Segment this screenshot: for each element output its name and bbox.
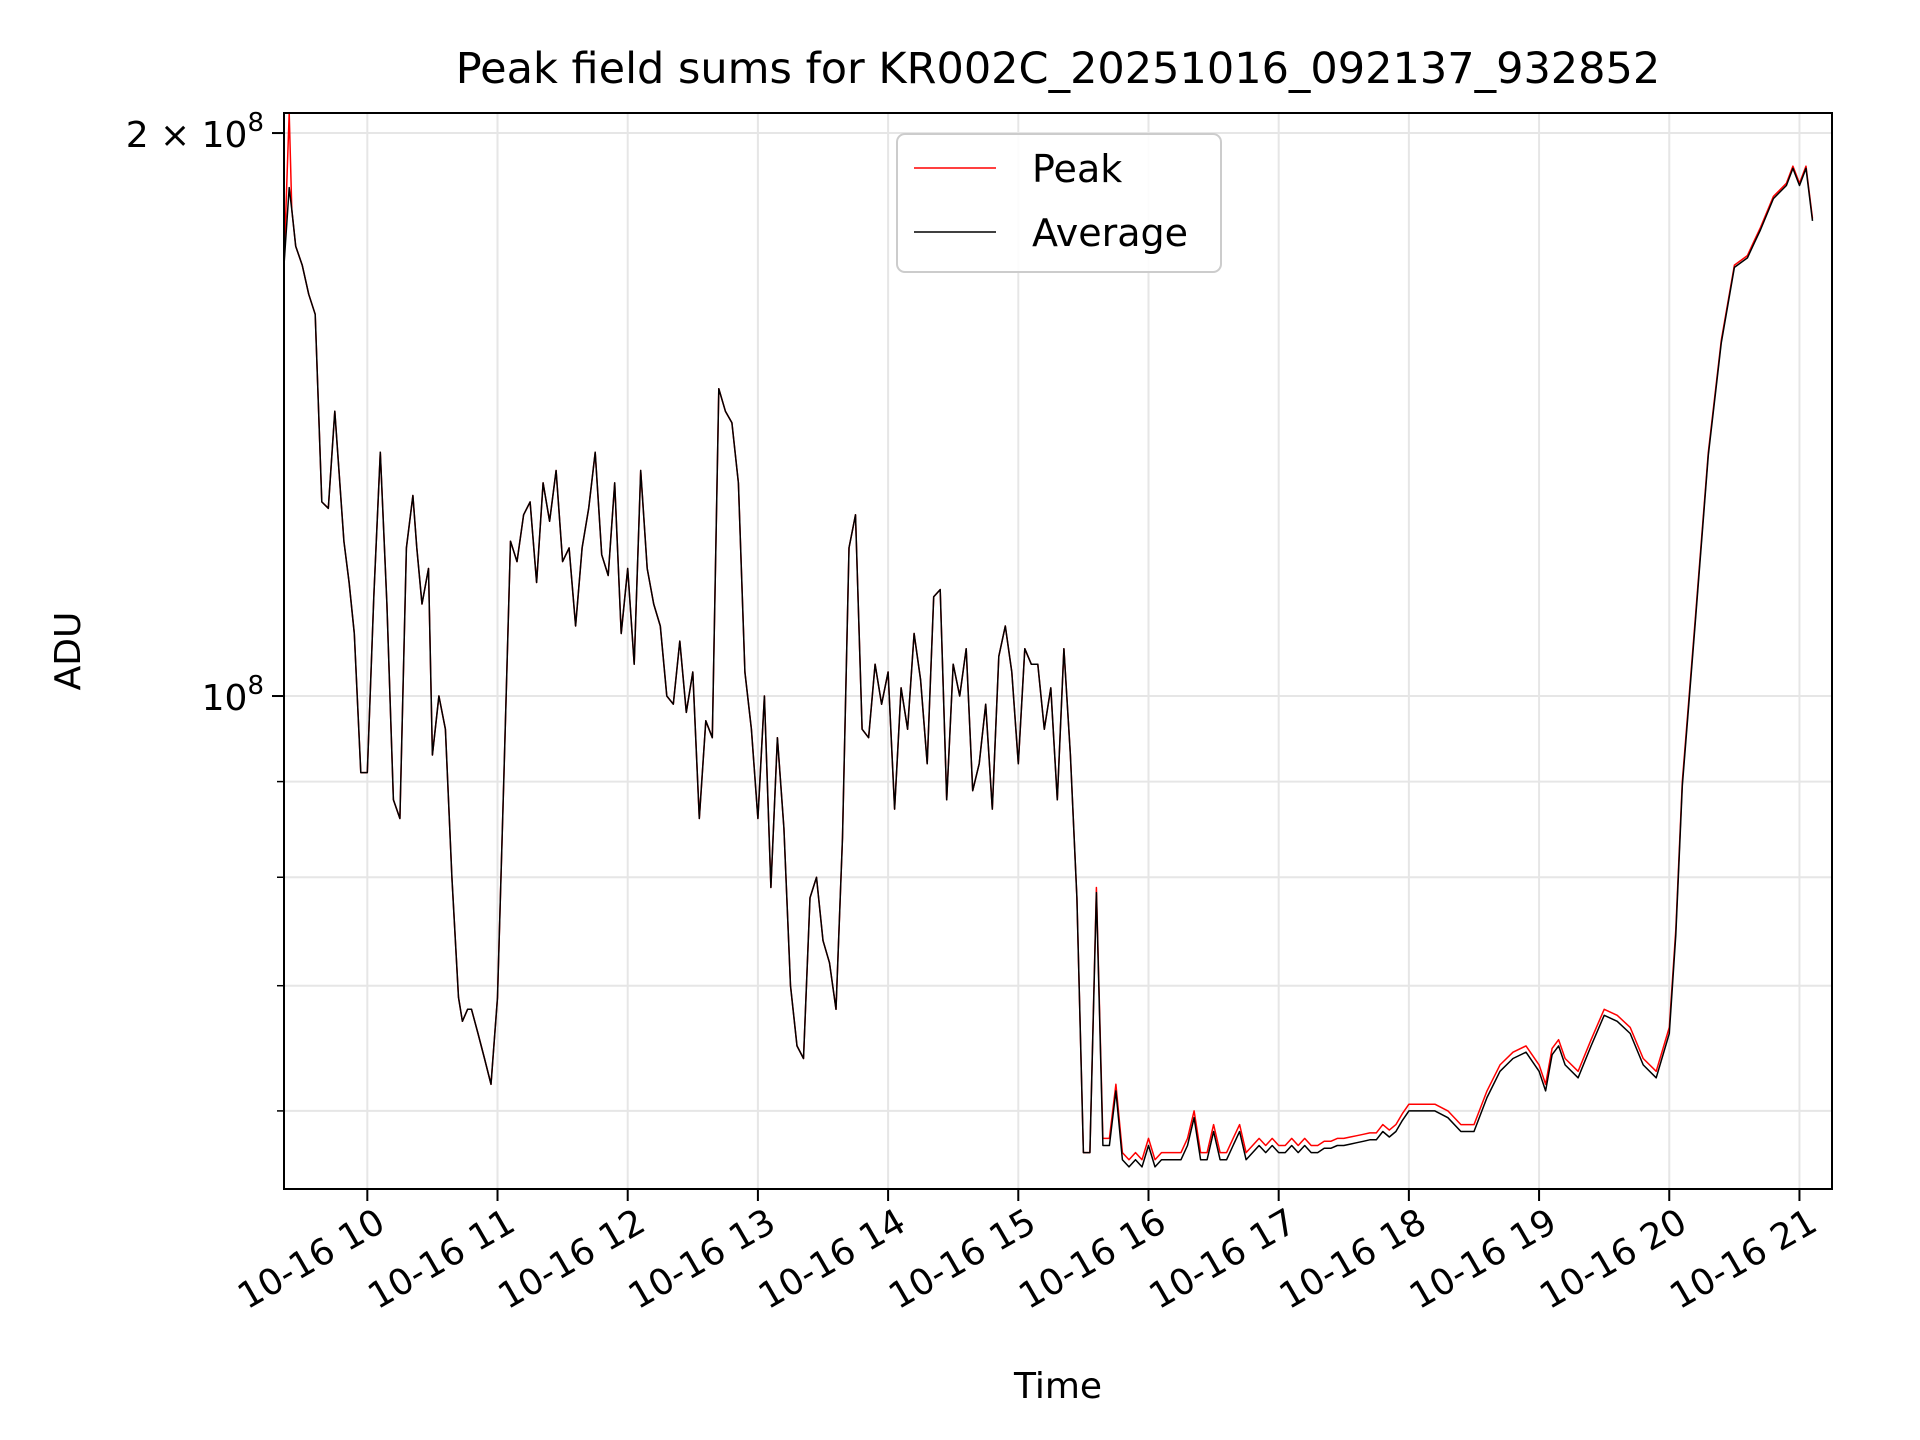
plot-area [284,113,1814,1168]
legend-label-average: Average [1032,211,1188,255]
y-tick-label: 2 × 108 [126,108,264,156]
grid-lines [284,113,1832,1189]
y-axis-label: ADU [48,612,89,691]
legend: Peak Average [896,133,1222,273]
y-tick-label: 108 [202,671,264,719]
x-axis-label: Time [1013,1366,1102,1407]
series-line-average [284,167,1814,1168]
legend-label-peak: Peak [1032,147,1122,191]
chart-title: Peak field sums for KR002C_20251016_0921… [456,44,1660,94]
plot-frame [283,112,1833,1190]
y-axis: 108 2 × 108 [126,108,284,1112]
